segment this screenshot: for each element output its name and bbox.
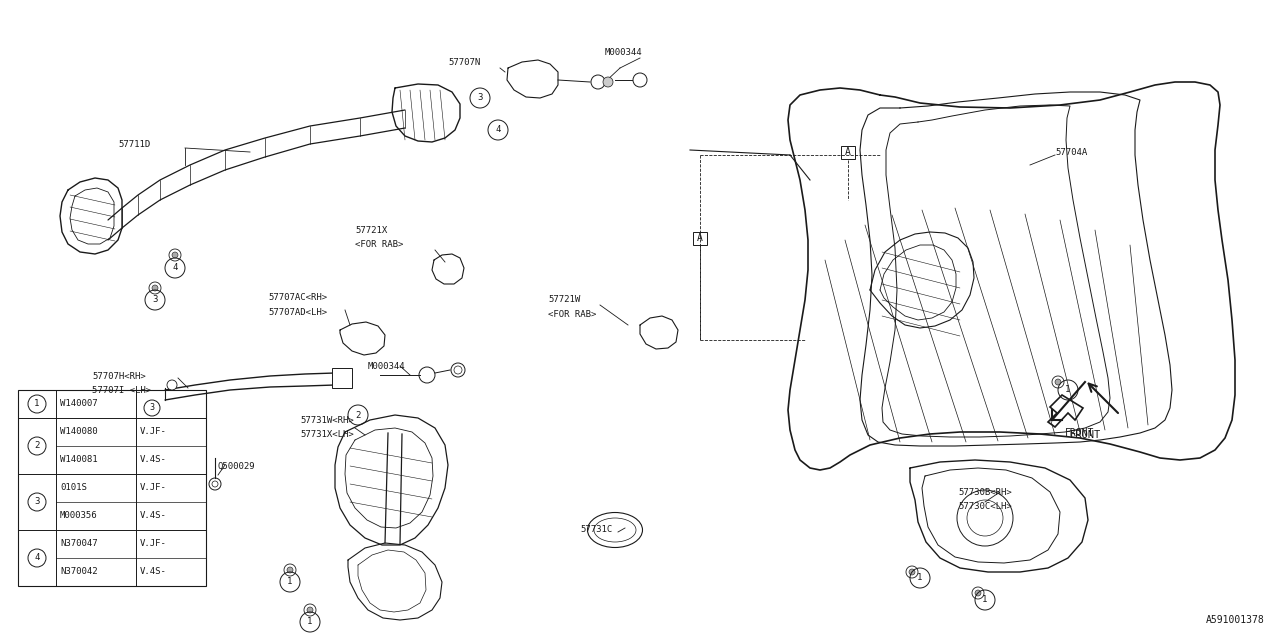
Text: 57707AC<RH>: 57707AC<RH> bbox=[268, 293, 328, 302]
Text: 2: 2 bbox=[356, 410, 361, 419]
Text: A: A bbox=[845, 147, 851, 157]
Text: V.JF-: V.JF- bbox=[140, 428, 166, 436]
Text: 57707H<RH>: 57707H<RH> bbox=[92, 372, 146, 381]
Text: 1: 1 bbox=[35, 399, 40, 408]
Text: 0101S: 0101S bbox=[60, 483, 87, 493]
Bar bbox=[841, 146, 855, 159]
Ellipse shape bbox=[588, 513, 643, 547]
Text: 2: 2 bbox=[35, 442, 40, 451]
Text: 4: 4 bbox=[495, 125, 500, 134]
Circle shape bbox=[603, 77, 613, 87]
Circle shape bbox=[169, 249, 180, 261]
Text: 57731W<RH>: 57731W<RH> bbox=[300, 416, 353, 425]
Text: <FOR RAB>: <FOR RAB> bbox=[355, 240, 403, 249]
Circle shape bbox=[307, 607, 314, 613]
Text: 57711D: 57711D bbox=[118, 140, 150, 149]
Circle shape bbox=[454, 366, 462, 374]
Text: 3: 3 bbox=[477, 93, 483, 102]
Circle shape bbox=[972, 587, 984, 599]
Text: 3: 3 bbox=[35, 497, 40, 506]
Text: 1: 1 bbox=[1065, 385, 1070, 394]
Text: N370047: N370047 bbox=[60, 540, 97, 548]
Text: 57707I <LH>: 57707I <LH> bbox=[92, 386, 151, 395]
Text: 57707N: 57707N bbox=[448, 58, 480, 67]
Text: V.4S-: V.4S- bbox=[140, 511, 166, 520]
Text: 4: 4 bbox=[173, 264, 178, 273]
Text: M000356: M000356 bbox=[60, 511, 97, 520]
Text: W140080: W140080 bbox=[60, 428, 97, 436]
Text: A591001378: A591001378 bbox=[1206, 615, 1265, 625]
Text: 57730B<RH>: 57730B<RH> bbox=[957, 488, 1011, 497]
Text: Q500029: Q500029 bbox=[218, 462, 256, 471]
Circle shape bbox=[1052, 376, 1064, 388]
Bar bbox=[18, 390, 206, 586]
Text: 1: 1 bbox=[918, 573, 923, 582]
Circle shape bbox=[284, 564, 296, 576]
Text: 57704A: 57704A bbox=[1055, 148, 1087, 157]
Text: 1: 1 bbox=[287, 577, 293, 586]
Bar bbox=[332, 368, 352, 388]
Text: 1: 1 bbox=[982, 595, 988, 605]
Text: 57731X<LH>: 57731X<LH> bbox=[300, 430, 353, 439]
Text: V.JF-: V.JF- bbox=[140, 540, 166, 548]
Text: 57721W: 57721W bbox=[548, 295, 580, 304]
Text: 57707AD<LH>: 57707AD<LH> bbox=[268, 308, 328, 317]
Circle shape bbox=[975, 590, 980, 596]
Circle shape bbox=[906, 566, 918, 578]
Text: 57730C<LH>: 57730C<LH> bbox=[957, 502, 1011, 511]
Circle shape bbox=[172, 252, 178, 258]
Bar bbox=[692, 232, 707, 245]
Text: 3: 3 bbox=[152, 296, 157, 305]
Text: V.4S-: V.4S- bbox=[140, 456, 166, 465]
Text: A: A bbox=[698, 233, 703, 243]
Text: M000344: M000344 bbox=[605, 48, 643, 57]
Text: <FOR RAB>: <FOR RAB> bbox=[548, 310, 596, 319]
Text: FRONT: FRONT bbox=[1065, 428, 1094, 438]
Text: M000344: M000344 bbox=[369, 362, 406, 371]
Text: W140007: W140007 bbox=[60, 399, 97, 408]
Text: 57731C: 57731C bbox=[580, 525, 612, 534]
Circle shape bbox=[305, 604, 316, 616]
Text: 57721X: 57721X bbox=[355, 226, 388, 235]
Circle shape bbox=[148, 282, 161, 294]
Circle shape bbox=[212, 481, 218, 487]
Circle shape bbox=[166, 380, 177, 390]
Text: 1: 1 bbox=[307, 618, 312, 627]
Text: V.4S-: V.4S- bbox=[140, 568, 166, 577]
Text: FRONT: FRONT bbox=[1070, 430, 1101, 440]
Text: 3: 3 bbox=[150, 403, 155, 413]
Circle shape bbox=[909, 569, 915, 575]
Text: 4: 4 bbox=[35, 554, 40, 563]
Text: V.JF-: V.JF- bbox=[140, 483, 166, 493]
Text: N370042: N370042 bbox=[60, 568, 97, 577]
Circle shape bbox=[152, 285, 157, 291]
Text: W140081: W140081 bbox=[60, 456, 97, 465]
Circle shape bbox=[1055, 379, 1061, 385]
Circle shape bbox=[287, 567, 293, 573]
